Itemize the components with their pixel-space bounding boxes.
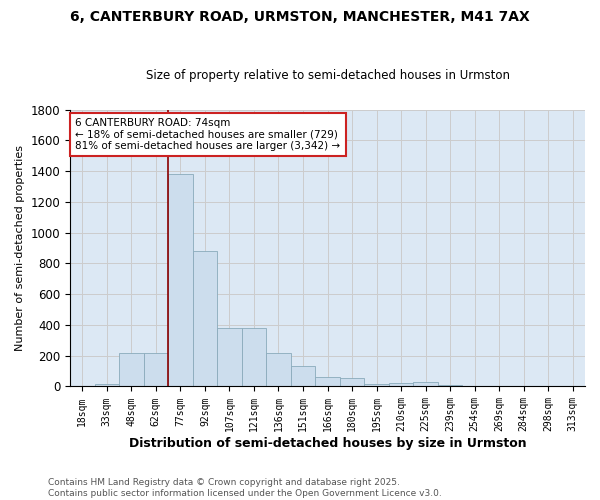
Bar [242, 328, 266, 386]
Bar [217, 328, 242, 386]
Y-axis label: Number of semi-detached properties: Number of semi-detached properties [15, 145, 25, 351]
Bar [95, 384, 119, 386]
Title: Size of property relative to semi-detached houses in Urmston: Size of property relative to semi-detach… [146, 69, 509, 82]
Bar [389, 384, 413, 386]
Bar [413, 382, 438, 386]
X-axis label: Distribution of semi-detached houses by size in Urmston: Distribution of semi-detached houses by … [129, 437, 526, 450]
Bar [291, 366, 315, 386]
Bar [315, 377, 340, 386]
Bar [340, 378, 364, 386]
Bar [193, 251, 217, 386]
Bar [119, 352, 143, 386]
Bar [364, 384, 389, 386]
Bar [266, 352, 291, 386]
Bar [168, 174, 193, 386]
Text: 6, CANTERBURY ROAD, URMSTON, MANCHESTER, M41 7AX: 6, CANTERBURY ROAD, URMSTON, MANCHESTER,… [70, 10, 530, 24]
Text: Contains HM Land Registry data © Crown copyright and database right 2025.
Contai: Contains HM Land Registry data © Crown c… [48, 478, 442, 498]
Text: 6 CANTERBURY ROAD: 74sqm
← 18% of semi-detached houses are smaller (729)
81% of : 6 CANTERBURY ROAD: 74sqm ← 18% of semi-d… [75, 118, 340, 151]
Bar [438, 385, 463, 386]
Bar [143, 352, 168, 386]
